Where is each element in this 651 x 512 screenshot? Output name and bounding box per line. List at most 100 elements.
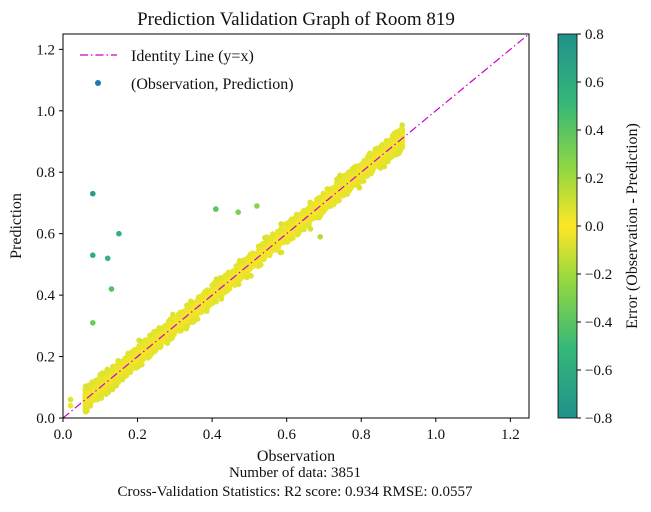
legend: Identity Line (y=x) (Observation, Predic… [80,48,294,93]
chart-title: Prediction Validation Graph of Room 819 [137,9,455,30]
data-point [157,344,163,351]
data-point [151,328,157,335]
data-point [337,172,343,179]
identity-line [63,34,529,418]
data-point [194,316,201,322]
data-point [307,199,314,206]
data-point [293,211,300,218]
data-point [367,150,373,156]
data-point [399,122,406,128]
y-tick-label: 0.8 [36,165,55,181]
data-point [355,180,362,186]
data-point [247,251,254,258]
data-point [67,402,74,409]
data-point [90,252,96,258]
data-point [105,389,112,396]
data-point [104,255,111,262]
data-point [278,221,284,227]
data-point [184,302,190,309]
data-point [83,408,89,415]
data-point [109,386,116,393]
data-point [90,190,96,197]
colorbar-tick-label: 0.2 [585,171,604,187]
data-point [164,340,171,347]
data-point [224,287,231,294]
data-point [167,316,174,322]
data-point [213,206,219,212]
data-point [320,190,327,197]
data-point [334,176,340,183]
colorbar-tick-label: 0.0 [585,219,604,235]
data-point [316,214,323,221]
data-point [108,286,115,292]
x-tick-label: 1.0 [426,427,445,443]
data-point [168,336,174,342]
data-point [139,356,146,363]
data-point [178,328,184,334]
data-point [147,332,153,339]
data-point [162,322,168,329]
data-point [202,288,208,295]
data-point [127,369,134,376]
data-point [391,130,398,137]
data-point [261,256,267,263]
data-point [278,225,284,232]
data-point [67,396,74,403]
data-point [145,355,151,361]
data-point [142,337,149,343]
data-point [255,243,262,250]
colorbar-ticks: −0.8 −0.6 −0.4 −0.2 0.0 0.2 0.4 0.6 0.8 [577,27,613,427]
y-tick-label: 0.4 [36,288,55,304]
data-point [177,309,183,316]
data-point [368,170,375,177]
data-point [248,273,254,279]
data-point [87,403,94,409]
plot-frame [62,33,530,419]
colorbar [557,33,578,419]
y-tick-label: 1.0 [36,104,55,120]
data-point [222,273,228,279]
data-point [190,319,196,326]
data-point [125,350,131,357]
data-point [356,185,363,191]
data-point [230,268,237,274]
scatter-points [67,122,406,415]
data-point [372,146,379,152]
data-point [389,153,395,160]
data-point [183,325,190,332]
data-point [336,197,342,204]
data-point [104,366,111,373]
data-point [330,201,337,208]
data-point [132,346,138,353]
data-point [244,274,250,281]
colorbar-tick-label: 0.8 [585,27,604,43]
data-point [204,308,210,314]
data-point [235,209,241,215]
data-point [213,276,220,282]
colorbar-tick-label: −0.8 [585,411,612,427]
data-point [115,357,121,364]
y-tick-label: 0.6 [36,227,55,243]
colorbar-label: Error (Observation - Prediction) [624,123,641,329]
data-point [379,141,386,148]
data-point [294,231,301,238]
x-tick-label: 1.2 [501,427,520,443]
data-point [385,158,391,165]
data-point [351,164,358,171]
data-point [119,376,126,383]
data-point [199,309,205,315]
data-point [317,234,324,240]
colorbar-tick-label: 0.4 [585,123,604,139]
x-axis-label: Observation [257,448,335,465]
y-tick-label: 0.0 [36,411,55,427]
data-point [123,372,130,379]
data-point [136,337,142,344]
data-point [314,196,320,203]
y-tick-label: 0.2 [36,350,55,366]
data-point [195,294,202,300]
x-axis: 0.0 0.2 0.4 0.6 0.8 1.0 1.2 [54,418,520,443]
data-point [139,361,145,368]
legend-identity-label: Identity Line (y=x) [131,48,254,65]
data-point [235,281,242,288]
